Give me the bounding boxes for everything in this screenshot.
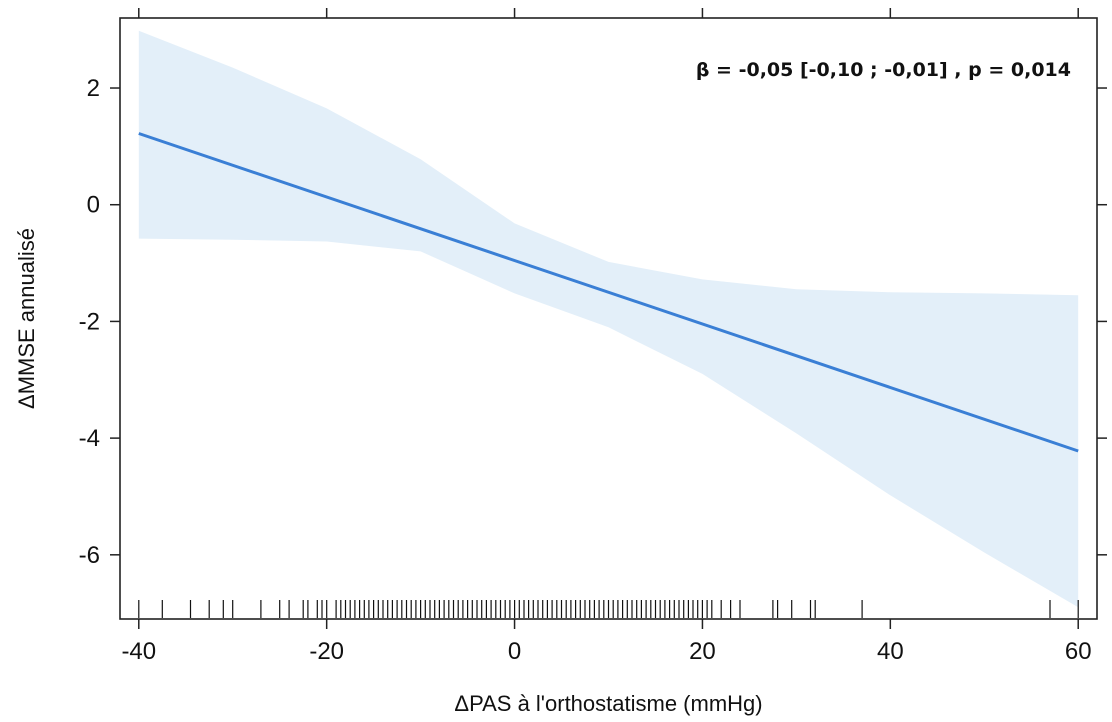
confidence-band-layer <box>138 30 1079 608</box>
x-tick-label: 0 <box>508 638 521 665</box>
x-tick-label: -40 <box>121 638 156 665</box>
axis-ticks <box>110 8 1107 629</box>
x-tick-label: -20 <box>309 638 344 665</box>
y-axis-title: ΔMMSE annualisé <box>14 228 39 409</box>
x-axis-title: ΔPAS à l'orthostatisme (mmHg) <box>454 691 762 716</box>
y-tick-label: 2 <box>87 75 100 102</box>
rug-marks <box>138 600 1079 618</box>
x-tick-label: 60 <box>1065 638 1092 665</box>
x-tick-label: 20 <box>689 638 716 665</box>
regression-line <box>138 132 1079 453</box>
y-tick-label: 0 <box>87 192 100 219</box>
regression-annotation: β = -0,05 [-0,10 ; -0,01] , p = 0,014 <box>696 59 1071 81</box>
confidence-band <box>138 30 1079 608</box>
y-tick-label: -6 <box>79 542 100 569</box>
regression-line-layer <box>138 132 1079 453</box>
plot-frame <box>119 17 1098 620</box>
y-tick-label: -2 <box>79 308 100 335</box>
x-tick-label: 40 <box>877 638 904 665</box>
y-tick-label: -4 <box>79 425 100 452</box>
